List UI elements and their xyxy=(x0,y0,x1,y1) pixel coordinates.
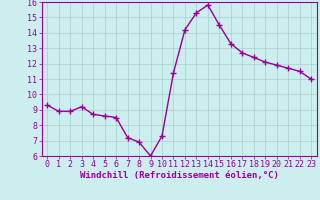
X-axis label: Windchill (Refroidissement éolien,°C): Windchill (Refroidissement éolien,°C) xyxy=(80,171,279,180)
